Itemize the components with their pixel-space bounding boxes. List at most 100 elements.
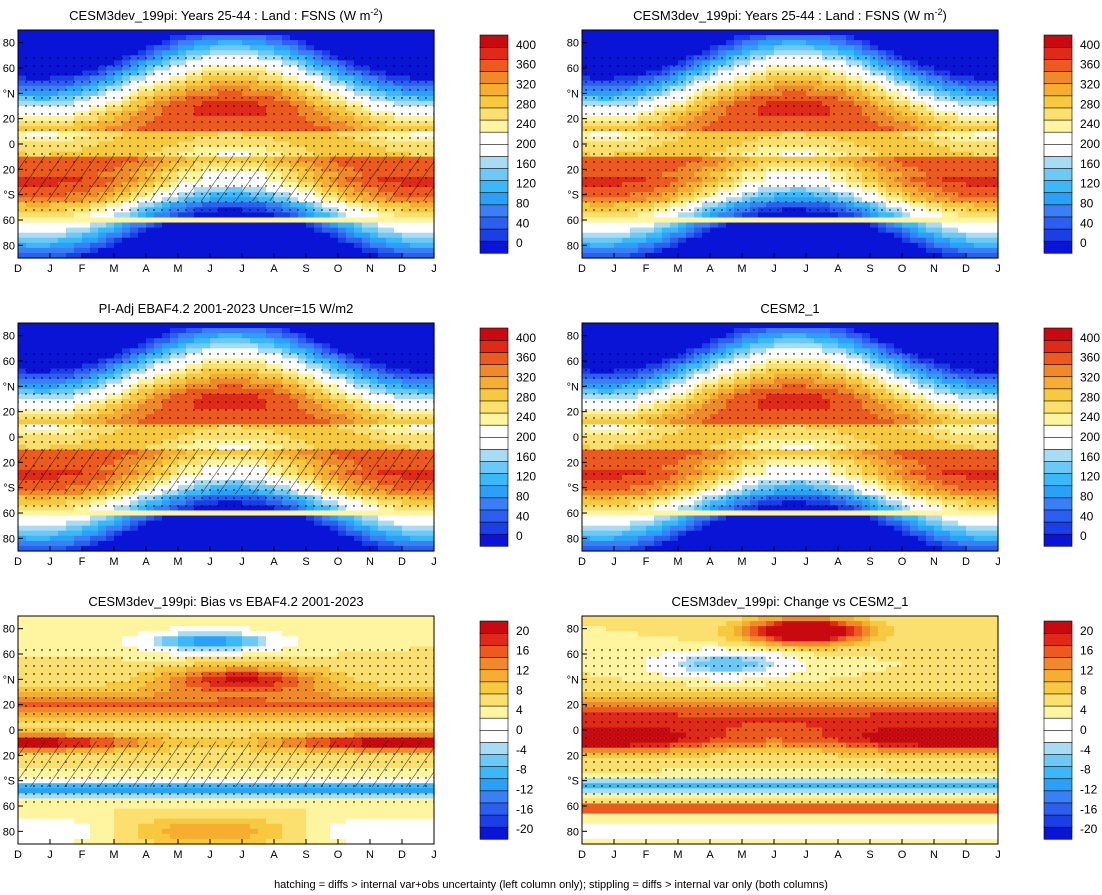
heatmap-cell bbox=[210, 242, 219, 249]
heatmap-cell bbox=[42, 252, 51, 259]
heatmap-cell bbox=[354, 252, 363, 259]
heatmap-cell bbox=[330, 50, 339, 56]
heatmap-cell bbox=[694, 217, 703, 224]
heatmap-cell bbox=[894, 40, 903, 46]
heatmap-cell bbox=[622, 40, 631, 46]
heatmap-cell bbox=[670, 237, 679, 244]
heatmap-cell bbox=[178, 247, 187, 254]
heatmap-cell bbox=[630, 30, 639, 36]
heatmap-cell bbox=[910, 35, 919, 41]
heatmap-cell bbox=[806, 40, 815, 46]
heatmap-cell bbox=[426, 232, 435, 239]
heatmap-cell bbox=[258, 237, 267, 244]
heatmap-cell bbox=[410, 30, 419, 36]
heatmap-cell bbox=[34, 242, 43, 249]
heatmap-cell bbox=[210, 222, 219, 229]
heatmap-cell bbox=[114, 247, 123, 254]
heatmap-cell bbox=[138, 227, 147, 234]
heatmap-cell bbox=[646, 227, 655, 234]
heatmap-cell bbox=[694, 247, 703, 254]
heatmap-cell bbox=[330, 35, 339, 41]
heatmap-cell bbox=[26, 333, 35, 339]
heatmap-cell bbox=[234, 50, 243, 56]
x-tick-label: J bbox=[611, 263, 617, 275]
heatmap-cell bbox=[274, 237, 283, 244]
heatmap-cell bbox=[410, 227, 419, 234]
heatmap-cell bbox=[178, 30, 187, 36]
heatmap-cell bbox=[210, 227, 219, 234]
heatmap-cell bbox=[694, 232, 703, 239]
heatmap-cell bbox=[178, 222, 187, 229]
heatmap-cell bbox=[178, 35, 187, 41]
heatmap-cell bbox=[846, 50, 855, 56]
heatmap-cell bbox=[386, 217, 395, 224]
heatmap-cell bbox=[426, 217, 435, 224]
heatmap-cell bbox=[926, 232, 935, 239]
heatmap-cell bbox=[630, 50, 639, 56]
heatmap-cell bbox=[146, 252, 155, 259]
heatmap-cell bbox=[322, 217, 331, 224]
heatmap-cell bbox=[26, 50, 35, 56]
heatmap-cell bbox=[426, 30, 435, 36]
heatmap-cell bbox=[774, 40, 783, 46]
heatmap-cell bbox=[590, 242, 599, 249]
heatmap-cell bbox=[66, 232, 75, 239]
heatmap-cell bbox=[146, 45, 155, 51]
heatmap-cell bbox=[330, 252, 339, 259]
heatmap-cell bbox=[798, 227, 807, 234]
heatmap-cell bbox=[886, 50, 895, 56]
heatmap-cell bbox=[162, 217, 171, 224]
heatmap-cell bbox=[194, 35, 203, 41]
heatmap-cell bbox=[678, 222, 687, 229]
heatmap-cell bbox=[114, 40, 123, 46]
heatmap-cell bbox=[870, 35, 879, 41]
heatmap-cell bbox=[250, 40, 259, 46]
heatmap-cell bbox=[330, 217, 339, 224]
heatmap-cell bbox=[622, 227, 631, 234]
heatmap-cell bbox=[878, 35, 887, 41]
heatmap-cell bbox=[186, 232, 195, 239]
heatmap-cell bbox=[790, 35, 799, 41]
heatmap-cell bbox=[26, 222, 35, 229]
x-tick-label: D bbox=[962, 263, 970, 275]
heatmap-cell bbox=[250, 252, 259, 259]
heatmap-cell bbox=[354, 217, 363, 224]
heatmap-cell bbox=[894, 247, 903, 254]
heatmap-cell bbox=[202, 232, 211, 239]
heatmap-cell bbox=[26, 35, 35, 41]
heatmap-cell bbox=[274, 242, 283, 249]
heatmap-cell bbox=[646, 50, 655, 56]
heatmap-cell bbox=[250, 242, 259, 249]
heatmap-cell bbox=[426, 247, 435, 254]
heatmap-cell bbox=[322, 247, 331, 254]
heatmap-cell bbox=[322, 222, 331, 229]
heatmap-cell bbox=[266, 222, 275, 229]
heatmap-cell bbox=[670, 232, 679, 239]
heatmap-cell bbox=[638, 237, 647, 244]
heatmap-cell bbox=[266, 227, 275, 234]
heatmap-cell bbox=[710, 50, 719, 56]
heatmap-cell bbox=[670, 247, 679, 254]
heatmap-cell bbox=[622, 50, 631, 56]
heatmap-cell bbox=[346, 30, 355, 36]
heatmap-cell bbox=[210, 247, 219, 254]
heatmap-cell bbox=[378, 237, 387, 244]
heatmap-cell bbox=[782, 247, 791, 254]
heatmap-cell bbox=[654, 30, 663, 36]
heatmap-cell bbox=[854, 217, 863, 224]
heatmap-cell bbox=[362, 247, 371, 254]
heatmap-cell bbox=[58, 247, 67, 254]
heatmap-cell bbox=[646, 40, 655, 46]
heatmap-cell bbox=[130, 222, 139, 229]
heatmap-cell bbox=[282, 232, 291, 239]
heatmap-cell bbox=[950, 40, 959, 46]
heatmap-cell bbox=[598, 50, 607, 56]
heatmap-cell bbox=[178, 232, 187, 239]
heatmap-cell bbox=[734, 40, 743, 46]
heatmap-cell bbox=[34, 540, 43, 547]
heatmap-cell bbox=[886, 40, 895, 46]
heatmap-cell bbox=[234, 247, 243, 254]
heatmap-cell bbox=[790, 242, 799, 249]
heatmap-cell bbox=[354, 30, 363, 36]
